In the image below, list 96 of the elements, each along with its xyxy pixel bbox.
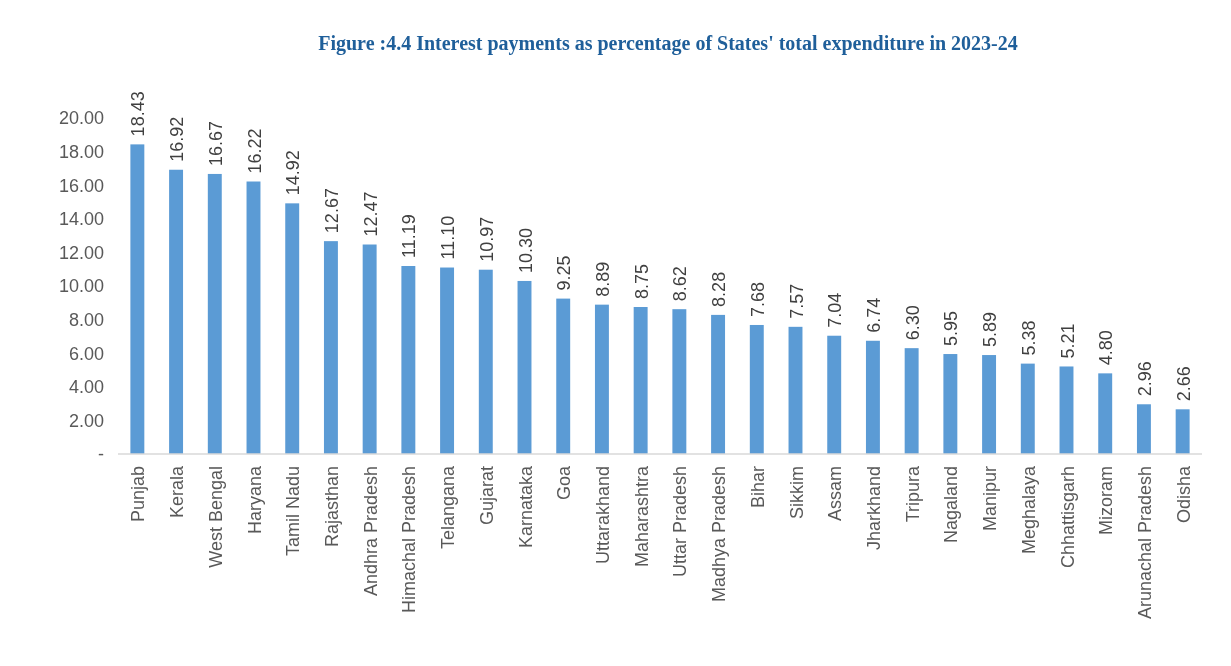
data-label: 5.38: [1018, 320, 1039, 356]
data-label: 11.19: [399, 214, 420, 259]
x-tick-label: Jharkhand: [863, 466, 884, 551]
x-tick-label: Tripura: [902, 465, 923, 523]
bar: [1098, 373, 1113, 454]
x-tick-label: Odisha: [1173, 465, 1194, 524]
data-label: 10.30: [515, 227, 536, 273]
x-tick-label: Tamil Nadu: [283, 466, 304, 557]
bar: [285, 203, 300, 454]
data-label: 12.47: [360, 191, 381, 237]
x-tick-label: Haryana: [244, 465, 265, 535]
data-label: 12.67: [321, 188, 342, 234]
chart-title: Figure :4.4 Interest payments as percentage of States' total expenditure in 2023-24: [318, 32, 1018, 55]
x-tick-label: Mizoram: [1096, 466, 1117, 536]
y-tick-label: 8.00: [68, 309, 104, 330]
data-label: 18.43: [128, 91, 149, 137]
bar: [943, 354, 958, 454]
data-label: 7.57: [786, 283, 807, 319]
data-label: 8.28: [709, 271, 730, 307]
x-tick-label: Bihar: [747, 466, 768, 509]
x-tick-label: Rajasthan: [321, 466, 342, 548]
data-label: 16.92: [167, 116, 188, 162]
bar: [440, 267, 455, 454]
x-tick-label: Uttarakhand: [592, 466, 613, 565]
x-tick-label: Goa: [554, 465, 575, 501]
data-label: 9.25: [554, 255, 575, 291]
bar: [865, 340, 880, 454]
y-tick-label: 6.00: [68, 343, 104, 364]
x-tick-label: Karnataka: [515, 465, 536, 549]
bar: [1020, 363, 1035, 454]
x-tick-label: Punjab: [128, 466, 149, 523]
y-tick-label: 12.00: [58, 242, 104, 263]
data-label: 8.62: [670, 266, 691, 302]
bar: [594, 304, 609, 454]
y-tick-label: 14.00: [58, 209, 104, 230]
data-label: 8.89: [592, 261, 613, 297]
data-label: 5.21: [1057, 323, 1078, 359]
bar: [672, 309, 687, 454]
bar: [207, 173, 222, 454]
data-label: 16.67: [205, 120, 226, 166]
data-label: 2.96: [1134, 361, 1155, 397]
bar: [711, 314, 726, 454]
bar: [1136, 404, 1151, 454]
data-label: 8.75: [631, 263, 652, 299]
x-tick-label: Andhra Pradesh: [360, 466, 381, 597]
x-tick-label: Telangana: [438, 465, 459, 550]
x-tick-label: Sikkim: [786, 466, 807, 519]
x-tick-label: Assam: [825, 466, 846, 522]
x-tick-label: West Bengal: [205, 466, 226, 568]
data-label: 4.80: [1096, 330, 1117, 366]
data-label: 14.92: [283, 150, 304, 196]
y-tick-label: 20.00: [58, 108, 104, 129]
bar: [556, 298, 571, 454]
bar: [169, 169, 184, 454]
bar: [788, 326, 803, 454]
bar: [749, 324, 764, 454]
y-tick-label: 4.00: [68, 377, 104, 398]
data-label: 10.97: [476, 216, 497, 262]
x-tick-label: Manipur: [980, 466, 1001, 532]
x-tick-label: Meghalaya: [1018, 465, 1039, 555]
x-tick-label: Gujarat: [476, 466, 497, 526]
bar: [362, 244, 377, 454]
data-label: 6.30: [902, 305, 923, 341]
bar: [246, 181, 261, 454]
x-tick-label: Chhattisgarh: [1057, 466, 1078, 569]
bar: [1175, 409, 1190, 454]
bar: [517, 280, 532, 454]
x-tick-label: Arunachal Pradesh: [1134, 466, 1155, 620]
data-label: 7.04: [825, 292, 846, 328]
data-label: 16.22: [244, 128, 265, 174]
data-label: 5.89: [980, 312, 1001, 348]
x-tick-label: Madhya Pradesh: [709, 466, 730, 603]
data-label: 11.10: [438, 215, 459, 260]
data-label: 5.95: [941, 310, 962, 347]
y-tick-label: 16.00: [58, 175, 104, 196]
y-tick-label: -: [98, 444, 104, 465]
bar: [478, 269, 493, 454]
x-tick-label: Maharashtra: [631, 465, 652, 568]
bar: [1059, 366, 1074, 454]
x-tick-label: Uttar Pradesh: [670, 466, 691, 578]
bar: [904, 348, 919, 454]
y-tick-label: 18.00: [58, 141, 104, 162]
bar: [982, 355, 997, 454]
x-tick-label: Himachal Pradesh: [399, 466, 420, 614]
bar: [323, 241, 338, 454]
data-label: 6.74: [863, 297, 884, 333]
bar: [633, 307, 648, 454]
x-tick-label: Nagaland: [941, 466, 962, 544]
bar: [401, 266, 416, 454]
data-label: 7.68: [747, 281, 768, 317]
x-tick-label: Kerala: [167, 465, 188, 519]
bar: [827, 335, 842, 454]
y-tick-label: 2.00: [68, 410, 104, 431]
bar: [130, 144, 145, 454]
y-tick-label: 10.00: [58, 276, 104, 297]
data-label: 2.66: [1173, 366, 1194, 402]
